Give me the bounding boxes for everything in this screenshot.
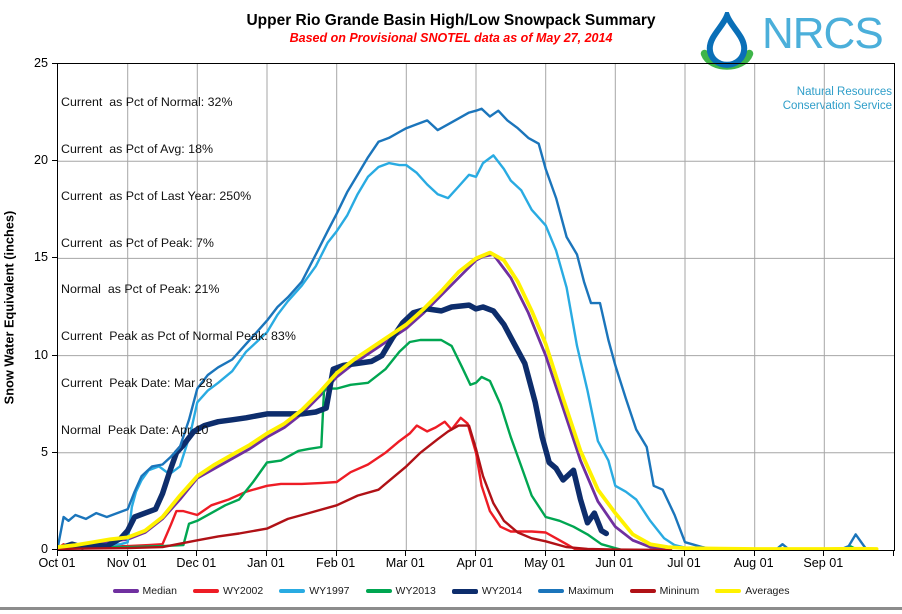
legend-item-wy2013: WY2013 <box>365 585 436 597</box>
x-tick-label: Nov 01 <box>106 556 147 570</box>
series-Mininum <box>58 424 673 550</box>
legend-label: WY2002 <box>222 585 264 597</box>
y-tick-mark <box>52 451 57 453</box>
legend-swatch <box>715 588 742 594</box>
legend-swatch <box>451 588 478 594</box>
legend-item-wy1997: WY1997 <box>279 585 350 597</box>
x-tick-mark <box>126 551 128 556</box>
stats-block: Current as Pct of Normal: 32% Current as… <box>61 64 296 469</box>
x-tick-mark <box>405 551 407 556</box>
stat-line: Normal as Pct of Peak: 21% <box>61 282 220 297</box>
x-tick-label: Jan 01 <box>247 556 285 570</box>
legend-item-wy2002: WY2002 <box>192 585 264 597</box>
stat-line: Current as Pct of Normal: 32% <box>61 95 233 110</box>
y-tick-label: 0 <box>40 542 48 556</box>
y-tick-label: 5 <box>40 444 48 459</box>
x-tick-mark <box>893 551 894 556</box>
y-tick-mark <box>52 354 57 356</box>
y-tick-mark <box>52 257 57 259</box>
stat-line: Current Peak Date: Mar 28 <box>61 375 213 390</box>
chart-subtitle: Based on Provisional SNOTEL data as of M… <box>289 31 613 45</box>
legend-label: WY2013 <box>395 585 436 597</box>
plot-svg <box>58 64 894 550</box>
series-Averages <box>58 250 879 550</box>
legend-label: Median <box>142 585 177 597</box>
x-tick-mark <box>823 551 825 556</box>
x-tick-label: Jun 01 <box>595 556 634 570</box>
y-tick-mark <box>52 549 57 550</box>
x-tick-mark <box>335 551 337 556</box>
nrcs-sub-text: Natural Resources Conservation Service <box>782 86 892 112</box>
x-tick-label: Apr 01 <box>456 556 494 570</box>
bottom-window-edge <box>0 607 902 610</box>
x-tick-mark <box>475 551 476 556</box>
plot-area <box>57 63 895 551</box>
x-tick-mark <box>614 551 616 556</box>
legend-label: WY2014 <box>481 585 523 597</box>
y-tick-label: 20 <box>33 153 48 168</box>
legend-label: Mininum <box>659 585 700 597</box>
nrcs-drop-icon <box>696 7 758 83</box>
x-tick-mark <box>266 551 267 556</box>
y-tick-label: 15 <box>33 250 48 265</box>
legend-swatch <box>279 589 306 593</box>
x-tick-mark <box>57 551 58 556</box>
legend-item-mininum: Mininum <box>629 585 700 597</box>
legend-swatch <box>538 589 565 593</box>
x-tick-label: Aug 01 <box>733 556 774 570</box>
x-tick-label: Oct 01 <box>38 556 76 570</box>
legend-swatch <box>365 589 392 593</box>
x-tick-mark <box>684 551 685 556</box>
y-tick-mark <box>52 160 57 162</box>
stat-line: Current as Pct of Avg: 18% <box>61 141 213 156</box>
x-tick-label: Sep 01 <box>803 556 844 570</box>
y-tick-label: 10 <box>33 347 48 362</box>
legend-item-wy2014: WY2014 <box>451 585 523 597</box>
x-tick-label: Mar 01 <box>385 556 425 570</box>
y-tick-mark <box>52 63 57 64</box>
legend-swatch <box>629 589 656 593</box>
x-tick-mark <box>753 551 755 556</box>
y-tick-label: 25 <box>33 56 48 70</box>
chart-title: Upper Rio Grande Basin High/Low Snowpack… <box>246 12 656 29</box>
x-tick-label: May 01 <box>524 556 566 570</box>
x-tick-label: Dec 01 <box>176 556 217 570</box>
legend-swatch <box>192 589 219 593</box>
legend-item-median: Median <box>112 585 177 597</box>
legend-item-maximum: Maximum <box>538 585 614 597</box>
x-tick-label: Feb 01 <box>316 556 356 570</box>
legend-swatch <box>112 589 139 593</box>
stat-line: Normal Peak Date: Apr 10 <box>61 422 209 437</box>
series-WY2014 <box>58 302 610 550</box>
stat-line: Current as Pct of Last Year: 250% <box>61 188 252 203</box>
chart-legend: Median WY2002 WY1997 WY2013 WY2014 Maximum Min… <box>0 585 902 597</box>
legend-label: Maximum <box>568 585 614 597</box>
stat-line: Current Peak as Pct of Normal Peak: 83% <box>61 329 296 344</box>
legend-label: Averages <box>745 585 790 597</box>
y-axis-title: Snow Water Equivalent (inches) <box>1 210 17 405</box>
x-tick-mark <box>196 551 198 556</box>
x-tick-label: Jul 01 <box>667 556 701 570</box>
x-tick-mark <box>544 551 546 556</box>
legend-label: WY1997 <box>309 585 350 597</box>
stat-line: Current as Pct of Peak: 7% <box>61 235 214 250</box>
legend-item-averages: Averages <box>715 585 789 597</box>
nrcs-wordmark: NRCS <box>762 9 884 58</box>
nrcs-logo: NRCS Natural Resources Conservation Serv… <box>696 7 892 113</box>
